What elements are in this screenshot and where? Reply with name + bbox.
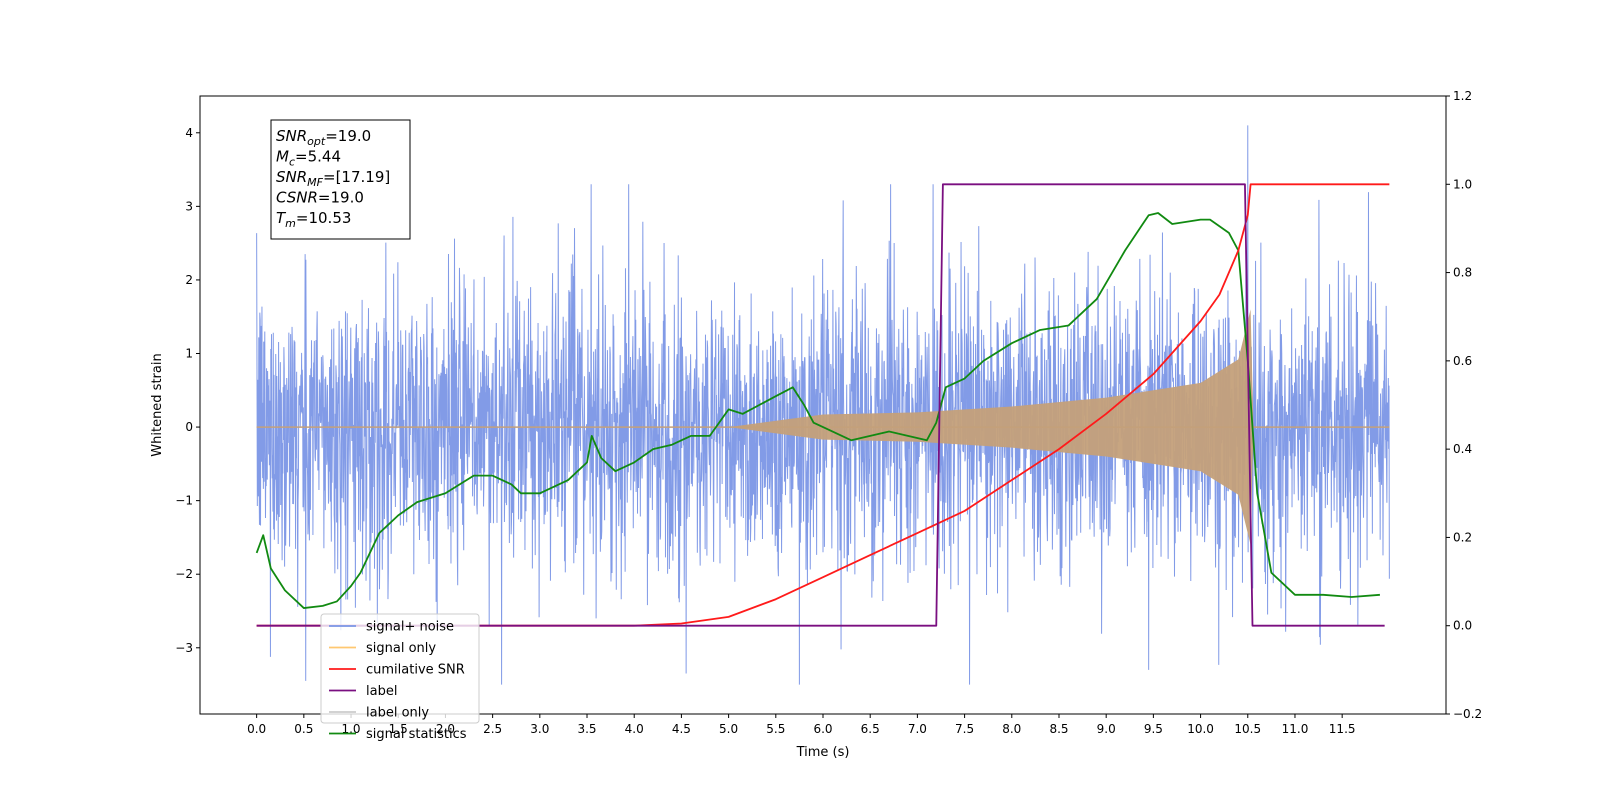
series-cumulative-snr <box>256 183 1390 627</box>
cumilative-snr-line <box>256 183 1390 627</box>
legend-label: label <box>366 684 397 699</box>
x-tick-label: 0.0 <box>247 722 266 736</box>
x-tick-label: 4.5 <box>672 722 691 736</box>
y-left-tick-label: 1 <box>185 347 193 361</box>
y-right-tick-label: 0.8 <box>1453 266 1472 280</box>
annotation-frame <box>270 119 411 240</box>
x-tick-label: 2.0 <box>436 722 455 736</box>
legend-entry: signal+ noise <box>329 620 454 635</box>
y-left-tick-label: −3 <box>175 641 193 655</box>
x-tick-label: 11.5 <box>1329 722 1356 736</box>
x-tick-label: 6.5 <box>861 722 880 736</box>
y-left-tick-label: 0 <box>185 420 193 434</box>
y-left-tick-label: 2 <box>185 273 193 287</box>
x-tick-label: 7.0 <box>908 722 927 736</box>
x-tick-label: 1.0 <box>341 722 360 736</box>
annotation-line: SNRMF=[17.19] <box>276 168 390 189</box>
legend-label: cumilative SNR <box>366 663 465 678</box>
legend-label: signal+ noise <box>366 620 454 635</box>
annotation-box: SNRopt=19.0Mc=5.44SNRMF=[17.19]CSNR=19.0… <box>270 119 411 240</box>
series-label <box>256 183 1385 627</box>
x-tick-label: 2.5 <box>483 722 502 736</box>
x-tick-label: 11.0 <box>1282 722 1309 736</box>
x-tick-label: 9.0 <box>1097 722 1116 736</box>
y-right-tick-label: 0.0 <box>1453 619 1472 633</box>
y-left-tick-label: 3 <box>185 199 193 213</box>
y-axis-right-ticks: 1.2 1.0 0.8 0.6 0.4 0.2 0.0 −0.2 <box>1446 89 1482 721</box>
y-left-tick-label: 4 <box>185 126 193 140</box>
legend-frame <box>320 613 480 724</box>
x-tick-label: 3.5 <box>577 722 596 736</box>
label-line <box>256 183 1385 627</box>
y-axis-left-label: Whitened strain <box>150 353 165 456</box>
legend-label: signal only <box>366 641 436 656</box>
y-left-tick-label: −2 <box>175 567 193 581</box>
annotation-line: Tm=10.53 <box>276 209 351 230</box>
legend-entry: signal statistics <box>329 727 467 742</box>
x-tick-label: 6.0 <box>813 722 832 736</box>
x-tick-label: 7.5 <box>955 722 974 736</box>
legend-entry: label <box>329 684 397 699</box>
legend-entry: label only <box>329 706 429 721</box>
x-tick-label: 5.5 <box>766 722 785 736</box>
x-tick-label: 8.0 <box>1002 722 1021 736</box>
y-left-tick-label: −1 <box>175 494 193 508</box>
annotation-line: CSNR=19.0 <box>276 189 364 207</box>
x-tick-label: 8.5 <box>1049 722 1068 736</box>
y-axis-left-ticks: 4 3 2 1 0 −1 −2 −3 <box>175 126 200 655</box>
legend-entry: signal only <box>329 641 436 656</box>
x-tick-label: 9.5 <box>1144 722 1163 736</box>
legend: signal+ noise signal only cumilative SNR la… <box>320 613 480 742</box>
x-tick-label: 5.0 <box>719 722 738 736</box>
y-right-tick-label: 0.2 <box>1453 530 1472 544</box>
x-tick-label: 0.5 <box>294 722 313 736</box>
x-tick-label: 10.0 <box>1187 722 1214 736</box>
x-axis-label: Time (s) <box>796 745 850 760</box>
x-tick-label: 10.5 <box>1234 722 1261 736</box>
legend-label: signal statistics <box>366 727 467 742</box>
annotation-line: Mc=5.44 <box>276 148 341 169</box>
legend-entry: cumilative SNR <box>329 663 465 678</box>
x-tick-label: 4.0 <box>625 722 644 736</box>
signal-statistics-line <box>255 212 1380 609</box>
x-tick-label: 3.0 <box>530 722 549 736</box>
y-right-tick-label: 0.6 <box>1453 354 1472 368</box>
y-right-tick-label: 0.4 <box>1453 442 1472 456</box>
annotation-line: SNRopt=19.0 <box>276 127 371 148</box>
y-right-tick-label: 1.0 <box>1453 177 1472 191</box>
y-right-tick-label: 1.2 <box>1453 89 1472 103</box>
series-signal-statistics <box>255 212 1380 609</box>
x-axis-ticks: 0.0 0.5 1.0 1.5 2.0 2.5 3.0 3.5 4.0 4.5 5.0 5.5 6.0 6… <box>247 714 1356 736</box>
legend-label: label only <box>366 706 429 721</box>
x-tick-label: 1.5 <box>389 722 408 736</box>
y-right-tick-label: −0.2 <box>1453 707 1482 721</box>
